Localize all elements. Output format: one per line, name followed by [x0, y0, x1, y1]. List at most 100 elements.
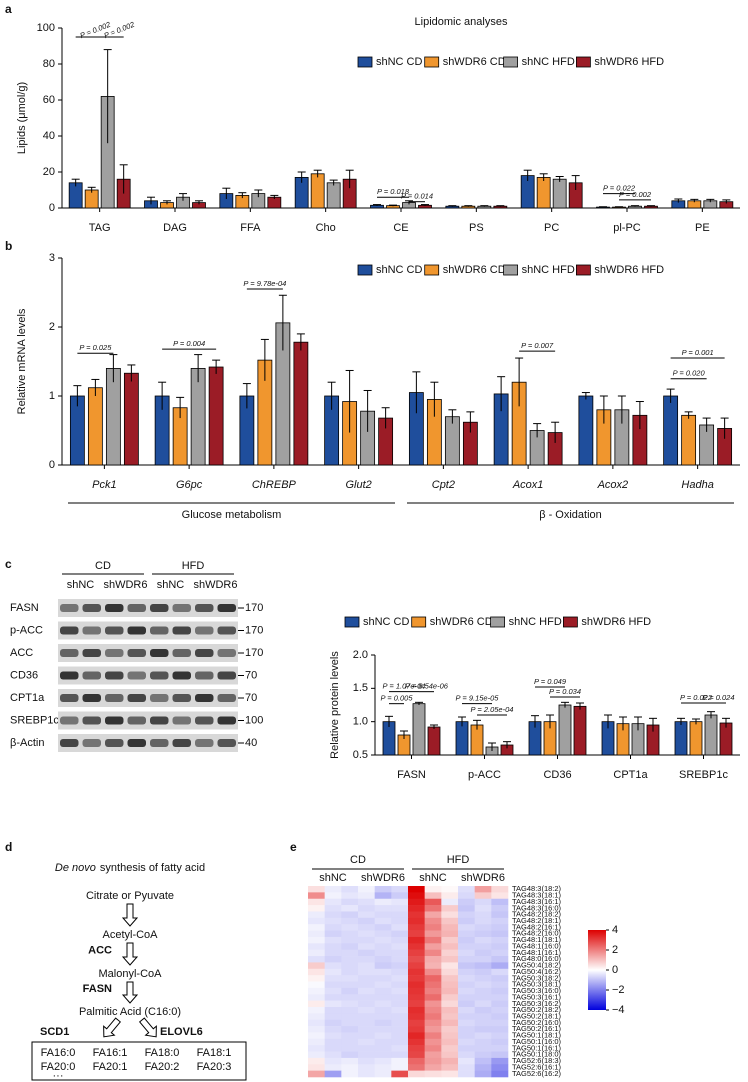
row-label: TAG50:1(16:1) [512, 1043, 562, 1052]
significance-label: P = 9.15e-05 [456, 694, 500, 703]
heatmap-cell [408, 1057, 425, 1065]
heatmap-cell [441, 1013, 459, 1020]
error-bar [722, 717, 730, 728]
heatmap-cell [358, 936, 375, 944]
heatmap-cell [491, 1070, 509, 1078]
heatmap-cell [408, 930, 425, 938]
heatmap-cell [474, 917, 492, 925]
row-label: TAG48:2(18:1) [512, 916, 562, 925]
heatmap-cell [308, 994, 325, 1001]
legend-label: shWDR6 HFD [581, 616, 651, 628]
significance-label: P = 0.004 [173, 339, 205, 348]
heatmap-cell [391, 1064, 409, 1071]
error-bar [297, 171, 306, 183]
blot-strip [58, 599, 238, 617]
error-bar [270, 194, 279, 199]
x-tick-label: ChREBP [252, 479, 297, 491]
heatmap-cell [458, 1000, 475, 1008]
heatmap-cell [324, 1006, 342, 1014]
colorbar-label: 4 [612, 924, 618, 936]
heatmap-cell [491, 911, 509, 919]
heatmap-cell [308, 1006, 325, 1014]
heatmap-cell [308, 917, 325, 925]
arrow [103, 1017, 122, 1038]
heatmap-cell [474, 994, 492, 1001]
heatmap-cell [408, 1045, 425, 1052]
significance-label: P = 0.049 [534, 677, 567, 686]
error-bar [412, 371, 421, 414]
heatmap-cell [474, 911, 492, 919]
bar [573, 705, 587, 756]
heatmap-cell [324, 930, 342, 938]
heatmap-cell [391, 981, 409, 989]
heatmap-cell [374, 975, 392, 982]
heatmap-cell [424, 924, 442, 931]
heatmap-cell [374, 962, 392, 970]
x-tick-label: p-ACC [468, 769, 501, 781]
heatmap-cell [391, 956, 409, 963]
heatmap-cell [324, 936, 342, 944]
heatmap-cell [474, 1045, 492, 1052]
heatmap-cell [358, 949, 375, 957]
heatmap-cell [424, 981, 442, 989]
bar [293, 341, 309, 466]
error-bar [242, 383, 251, 409]
heatmap-cell [474, 1070, 492, 1078]
legend-label: shNC CD [376, 264, 423, 276]
enzyme-label: FASN [83, 983, 112, 995]
heatmap-cell [308, 1019, 325, 1027]
heatmap-cell [341, 968, 359, 976]
blot-band [217, 671, 236, 680]
x-tick-label: FFA [240, 222, 261, 234]
error-bar [158, 381, 167, 410]
error-bar [448, 409, 457, 424]
error-bar [599, 206, 607, 208]
error-bar [666, 388, 675, 403]
heatmap-cell [391, 911, 409, 919]
blot-band [217, 604, 236, 612]
heatmap-cell [324, 911, 342, 919]
x-tick-label: PS [469, 222, 484, 234]
heatmap-cell [474, 1032, 492, 1040]
heatmap-cell [408, 1064, 425, 1071]
heatmap-cell [391, 936, 409, 944]
y-axis-label: Lipids (μmol/g) [16, 82, 28, 154]
blot-band [127, 694, 146, 702]
blot-band [195, 604, 214, 612]
heatmap-cell [441, 1038, 459, 1046]
heatmap-cell [308, 1070, 325, 1078]
product-more: ··· [53, 1070, 64, 1082]
heatmap-cell [358, 886, 375, 893]
heatmap-cell [358, 924, 375, 931]
arrow [121, 981, 139, 1004]
error-bar [615, 206, 623, 208]
bar [455, 721, 469, 756]
protein-label: CPT1a [10, 692, 45, 704]
heatmap-cell [358, 975, 375, 982]
blot-band [195, 671, 214, 680]
blot-band [105, 626, 124, 635]
heatmap-cell [391, 892, 409, 900]
heatmap-cell [391, 1038, 409, 1046]
heatmap-cell [324, 1057, 342, 1065]
x-tick-label: Cho [316, 222, 336, 234]
row-label: TAG50:1(18:1) [512, 1031, 562, 1040]
bar [689, 721, 703, 756]
heatmap-cell [408, 1013, 425, 1020]
diagram-title-rest: synthesis of fatty acid [100, 862, 205, 874]
row-label: TAG50:2(18:2) [512, 1005, 562, 1014]
heatmap-cell [441, 911, 459, 919]
heatmap-cell [341, 949, 359, 957]
y-tick-label: 40 [43, 130, 55, 142]
heatmap-cell [308, 956, 325, 963]
error-bar [634, 716, 642, 731]
arrow [121, 903, 139, 927]
error-bar [458, 716, 466, 727]
heatmap-cell [374, 892, 392, 900]
significance-label: P = 0.005 [380, 694, 413, 703]
heatmap-cell [491, 1051, 509, 1059]
protein-label: β-Actin [10, 737, 44, 749]
heatmap-cell [441, 968, 459, 976]
heatmap-cell [458, 962, 475, 970]
